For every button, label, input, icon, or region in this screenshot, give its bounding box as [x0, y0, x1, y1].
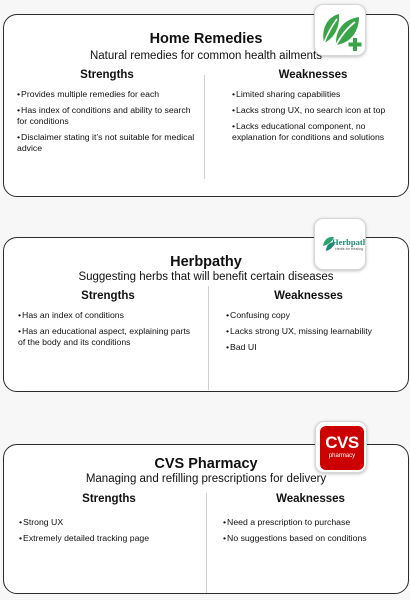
strengths-heading: Strengths [80, 69, 134, 81]
strengths-column: Strengths Has an index of conditions Has… [18, 290, 198, 353]
cvs-wordmark: CVS [325, 433, 359, 452]
card-title: Home Remedies [149, 31, 263, 47]
weakness-item: Lacks strong UX, missing learnability [226, 326, 391, 337]
strength-item: Has an index of conditions [18, 310, 198, 321]
weakness-item: Lacks strong UX, no search icon at top [232, 105, 394, 116]
strength-item: Has an educational aspect, explaining pa… [18, 326, 198, 348]
herb-leaf-icon [323, 236, 335, 251]
strength-item: Disclaimer stating it’s not suitable for… [17, 132, 197, 154]
cvs-pharmacy-logo: CVS pharmacy [315, 421, 367, 473]
herbpathy-tagline: Herbs for Healing [335, 247, 363, 251]
cvs-logo-badge: CVS pharmacy [320, 426, 364, 470]
herbpathy-wordmark: Herbpathy [332, 237, 365, 247]
card-title: CVS Pharmacy [154, 456, 258, 472]
card-subtitle: Managing and refilling prescriptions for… [85, 473, 327, 485]
column-divider [208, 286, 209, 390]
weaknesses-heading: Weaknesses [276, 493, 345, 505]
weaknesses-heading: Weaknesses [278, 69, 348, 81]
weaknesses-column: Weaknesses Need a prescription to purcha… [223, 493, 398, 549]
weakness-item: Lacks educational component, no explanat… [232, 121, 394, 143]
weaknesses-column: Weaknesses Confusing copy Lacks strong U… [226, 290, 391, 358]
leaf-plus-icon [323, 14, 362, 51]
strengths-column: Strengths Strong UX Extremely detailed t… [19, 493, 199, 549]
weakness-item: Confusing copy [226, 310, 391, 321]
strength-item: Strong UX [19, 517, 199, 528]
card-title: Herbpathy [170, 254, 242, 270]
home-remedies-logo [314, 4, 366, 56]
weaknesses-heading: Weaknesses [274, 290, 343, 302]
strengths-heading: Strengths [81, 290, 135, 302]
strength-item: Provides multiple remedies for each [17, 89, 197, 100]
column-divider [206, 493, 207, 593]
column-divider [204, 75, 205, 179]
weaknesses-column: Weaknesses Limited sharing capabilities … [232, 69, 394, 148]
card-subtitle: Suggesting herbs that will benefit certa… [78, 271, 334, 283]
strengths-heading: Strengths [82, 493, 136, 505]
weakness-item: Limited sharing capabilities [232, 89, 394, 100]
weakness-item: Bad UI [226, 342, 391, 353]
strength-item: Has index of conditions and ability to s… [17, 105, 197, 127]
strength-item: Extremely detailed tracking page [19, 533, 199, 544]
weakness-item: No suggestions based on conditions [223, 533, 398, 544]
card-subtitle: Natural remedies for common health ailme… [89, 50, 323, 62]
cvs-tagline: pharmacy [328, 453, 356, 459]
weakness-item: Need a prescription to purchase [223, 517, 398, 528]
herbpathy-logo: Herbpathy Herbs for Healing [314, 218, 366, 270]
strengths-column: Strengths Provides multiple remedies for… [17, 69, 197, 159]
